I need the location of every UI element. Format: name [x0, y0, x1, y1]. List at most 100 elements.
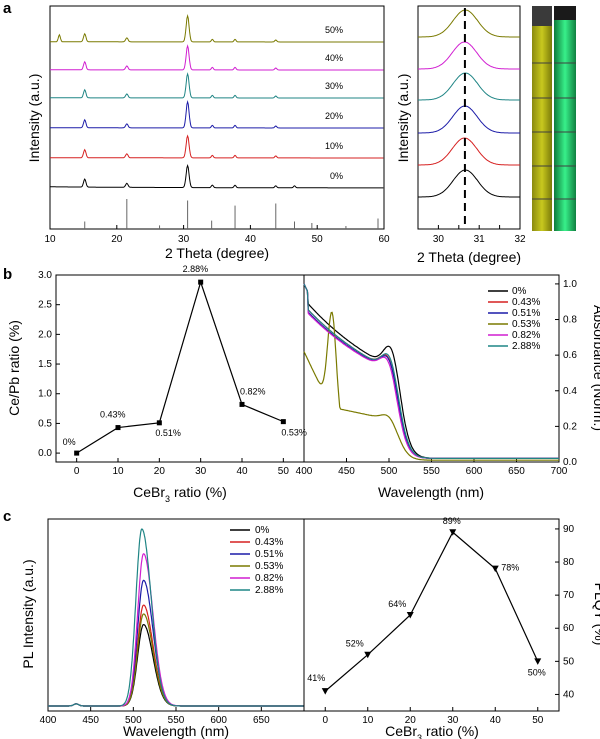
pl-curve [48, 613, 304, 707]
data-point [321, 688, 329, 695]
pl-curve [48, 623, 304, 707]
legend-label: 0% [512, 286, 527, 297]
x-axis-label: CeBr3 ratio (%) [133, 484, 227, 504]
y-tick-label: 50 [563, 656, 575, 667]
pl-curve [48, 604, 304, 707]
y-tick-label: 60 [563, 623, 575, 634]
x-axis-label: Wavelength (nm) [123, 723, 229, 739]
zoom-curve [418, 72, 520, 101]
legend-label: 0.53% [512, 319, 540, 330]
data-point [491, 565, 499, 573]
y-tick-label: 0.6 [563, 350, 577, 361]
panel-label-c: c [3, 508, 11, 525]
point-label: 0.53% [281, 428, 307, 438]
x-tick-label: 600 [210, 715, 227, 726]
x-tick-label: 30 [195, 466, 207, 477]
series-label: 20% [325, 111, 343, 121]
xrd-curve [50, 13, 384, 43]
xrd-curve [50, 99, 384, 129]
x-tick-label: 550 [168, 715, 185, 726]
y-tick-label: 90 [563, 524, 575, 535]
axes-ticks: 0 10 20 30 40 50 0.0 0.5 1.0 1.5 2.0 2.5 3.0 [38, 270, 289, 477]
data-point [115, 425, 121, 431]
pl-curves [48, 528, 304, 707]
ratio-line [76, 280, 284, 454]
x-ticks: 30 31 32 [433, 225, 526, 245]
x-tick-label: 50 [532, 715, 544, 726]
point-label: 0% [63, 437, 76, 447]
x-tick-label: 0 [322, 715, 328, 726]
legend-label: 0.82% [255, 573, 283, 584]
x-tick-label: 50 [312, 234, 324, 245]
ratio-series: 0% 0.43% 0.51% 2.88% 0.82% 0.53% [63, 264, 307, 456]
y-tick-label: 0.4 [563, 386, 577, 397]
legend-label: 0.53% [255, 561, 283, 572]
xrd-curve [50, 164, 384, 189]
x-tick-label: 500 [381, 466, 398, 477]
legend: 0%0.43%0.51%0.53%0.82%2.88% [488, 286, 540, 352]
x-tick-label: 450 [82, 715, 99, 726]
plqy-series: 41% 52% 64% 89% 78% 50% [307, 516, 546, 695]
y-tick-label: 40 [563, 689, 575, 700]
panel-label-a: a [3, 0, 12, 17]
y-tick-label: 70 [563, 590, 575, 601]
x-tick-label: 40 [245, 234, 257, 245]
zoom-curves [418, 9, 520, 198]
panel-label-b: b [3, 266, 12, 283]
pl-curve [48, 528, 304, 707]
x-tick-label: 700 [551, 466, 568, 477]
legend-label: 0.51% [512, 308, 540, 319]
y-tick-label: 80 [563, 557, 575, 568]
data-point [280, 419, 286, 425]
y-axis-label: PLQY (%) [592, 583, 600, 646]
x-tick-label: 550 [423, 466, 440, 477]
zoom-curve [418, 41, 520, 70]
panel-c-pl: 400 450 500 550 600 650 0%0.43%0.51%0.53%0.82… [20, 518, 305, 739]
x-axis-label: 2 Theta (degree) [165, 245, 269, 261]
panel-a-zoom: 30 31 32 2 Theta (degree) Intensity (a.u.) [395, 5, 526, 265]
x-tick-label: 30 [447, 715, 459, 726]
axes-ticks: 0 10 20 30 40 50 40 50 60 70 80 90 [322, 524, 574, 726]
x-tick-label: 400 [296, 466, 313, 477]
point-label: 89% [443, 516, 461, 526]
x-tick-label: 10 [44, 234, 56, 245]
legend-label: 0.51% [255, 549, 283, 560]
x-tick-label: 32 [514, 234, 526, 245]
y-axis-label: PL Intensity (a.u.) [20, 559, 36, 668]
x-tick-label: 50 [278, 466, 290, 477]
x-tick-label: 650 [253, 715, 270, 726]
x-tick-label: 40 [490, 715, 502, 726]
y-tick-label: 1.0 [563, 279, 577, 290]
series-label: 10% [325, 141, 343, 151]
plot-frame [417, 5, 521, 230]
zoom-curve [418, 137, 520, 166]
series-label: 30% [325, 81, 343, 91]
x-tick-label: 31 [474, 234, 486, 245]
data-point [156, 420, 162, 426]
absorbance-curves [303, 283, 559, 461]
series-label: 0% [330, 171, 343, 181]
x-tick-label: 20 [111, 234, 123, 245]
zoom-curve [418, 169, 520, 198]
vials-uv-photo [554, 6, 576, 231]
series-labels: 0% 10% 20% 30% 40% 50% [325, 25, 343, 181]
absorbance-curve [303, 283, 559, 459]
xrd-curve [50, 134, 384, 159]
legend-label: 0% [255, 525, 270, 536]
legend: 0%0.43%0.51%0.53%0.82%2.88% [230, 525, 283, 596]
xrd-curves [50, 13, 384, 189]
plot-frame [303, 518, 560, 712]
y-tick-label: 0.2 [563, 421, 577, 432]
x-tick-label: 20 [405, 715, 417, 726]
x-tick-label: 60 [378, 234, 390, 245]
series-label: 40% [325, 53, 343, 63]
point-label: 41% [307, 673, 325, 683]
x-tick-label: 650 [508, 466, 525, 477]
x-tick-label: 20 [154, 466, 166, 477]
zoom-curve [418, 105, 520, 134]
y-axis-label: Absorbance (Norm.) [591, 305, 600, 431]
legend-label: 0.82% [512, 330, 540, 341]
legend-label: 0.43% [512, 297, 540, 308]
point-label: 78% [501, 563, 519, 573]
